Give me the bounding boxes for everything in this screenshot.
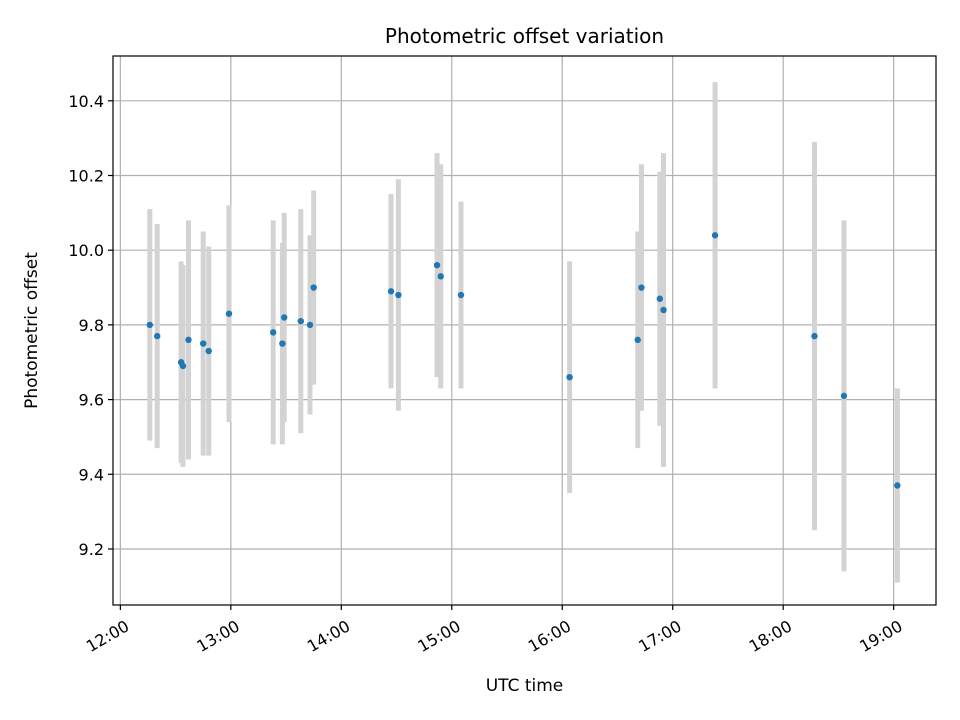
y-axis-ticks: 9.2 9.4 9.6 9.8 10.0 10.2 10.4 (68, 92, 113, 559)
y-tick-label: 10.4 (68, 92, 104, 111)
y-axis-label: Photometric offset (22, 252, 42, 409)
x-axis-label: UTC time (486, 676, 564, 696)
grid (113, 56, 936, 605)
data-point (306, 321, 314, 329)
y-tick-label: 9.8 (79, 316, 104, 335)
plot-frame (112, 55, 937, 606)
data-point (894, 482, 901, 489)
data-point (457, 291, 465, 299)
data-point (281, 314, 288, 321)
data-point (811, 332, 818, 340)
data-point (660, 306, 667, 314)
data-point (179, 362, 187, 370)
y-tick-label: 9.6 (79, 391, 104, 410)
data-point (840, 392, 848, 400)
data-point (387, 288, 395, 295)
y-tick-label: 10.0 (68, 241, 104, 260)
y-tick-label: 9.2 (79, 540, 104, 559)
data-point (711, 232, 719, 239)
data-point (269, 329, 277, 336)
data-point (146, 321, 154, 329)
chart-title: Photometric offset variation (385, 24, 664, 48)
data-point (638, 284, 645, 291)
data-point (310, 284, 317, 291)
data-point (153, 332, 161, 340)
data-point (395, 291, 402, 299)
data-point (566, 373, 573, 381)
data-point (205, 347, 212, 355)
y-tick-label: 10.2 (68, 167, 104, 186)
data-points (146, 232, 901, 489)
data-point (656, 295, 664, 302)
data-point (297, 317, 304, 325)
data-point (433, 261, 441, 269)
data-point (200, 340, 207, 347)
data-point (437, 273, 444, 280)
data-point (225, 310, 233, 317)
data-point (279, 340, 286, 347)
data-point (185, 336, 192, 344)
data-point (634, 336, 641, 344)
y-tick-label: 9.4 (79, 465, 104, 484)
